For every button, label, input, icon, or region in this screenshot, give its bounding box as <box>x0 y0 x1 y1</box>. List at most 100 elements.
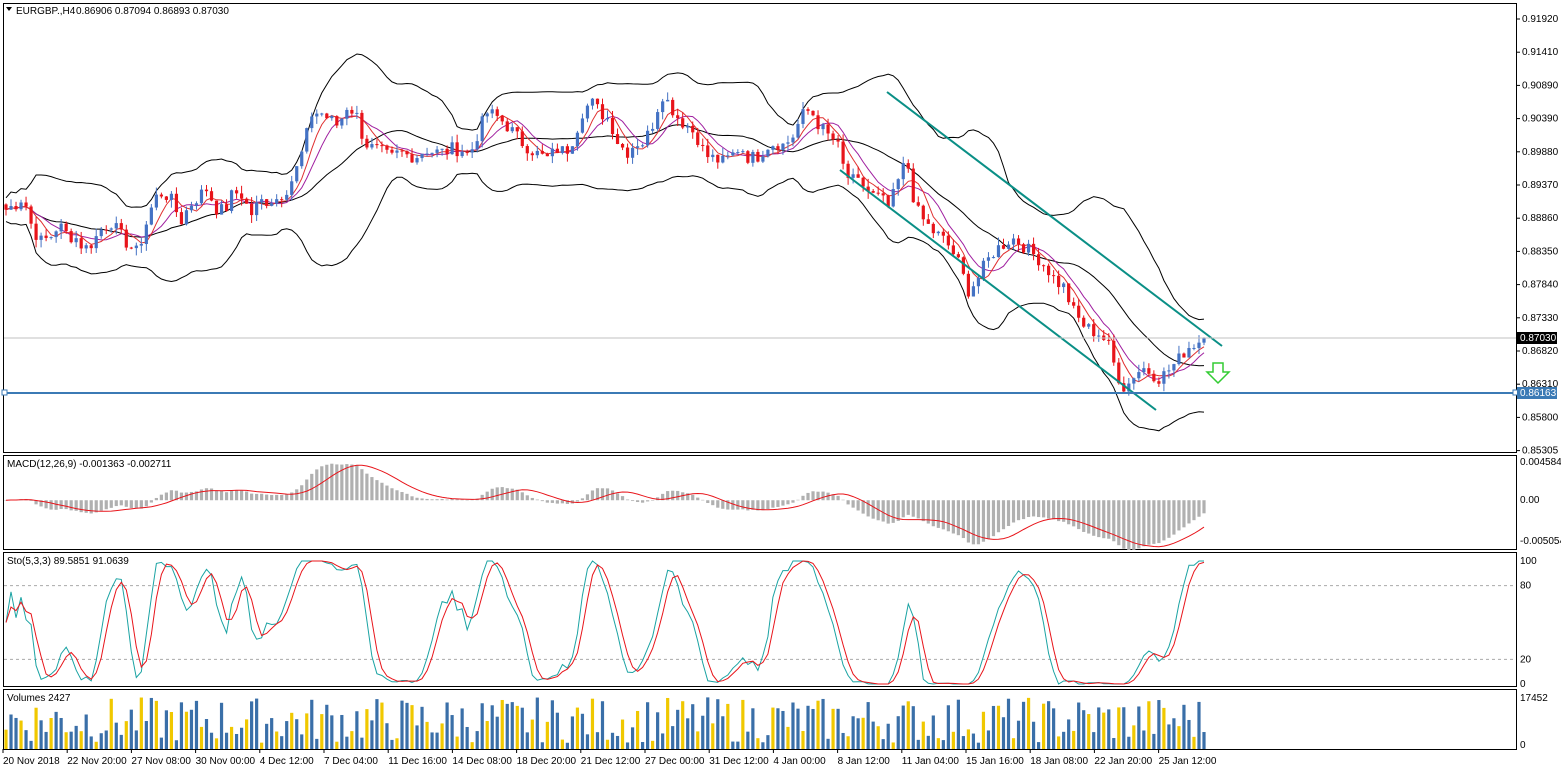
volume-bar <box>941 740 945 749</box>
candle-body <box>109 228 113 230</box>
time-tick-label: 15 Jan 16:00 <box>966 756 1024 767</box>
volume-bar <box>29 740 33 749</box>
volume-bar <box>801 730 805 749</box>
candle-body <box>535 150 539 156</box>
candle-body <box>1132 378 1136 384</box>
candle-body <box>139 244 143 246</box>
volume-bar <box>285 721 289 749</box>
macd-bar <box>39 500 43 507</box>
volume-bar <box>214 738 219 749</box>
macd-bar <box>1082 500 1086 532</box>
volume-bar <box>1142 730 1146 749</box>
candle-body <box>184 210 189 225</box>
support-line-handle-left[interactable] <box>1 389 8 396</box>
macd-bar <box>560 500 564 504</box>
volume-bar <box>500 699 504 749</box>
candle-body <box>946 235 950 246</box>
candle-body <box>1001 245 1006 249</box>
macd-bar <box>89 500 93 514</box>
volume-bar <box>986 730 991 749</box>
candle-body <box>916 202 920 206</box>
candle-body <box>876 192 880 194</box>
volume-bar <box>1026 697 1031 749</box>
moving-averages <box>5 108 1205 383</box>
candle-body <box>1021 244 1026 253</box>
price-panel[interactable] <box>3 3 1517 453</box>
macd-bar <box>661 493 665 501</box>
volume-bar <box>395 738 399 749</box>
dropdown-triangle-icon[interactable] <box>6 7 12 11</box>
descending-channel[interactable] <box>839 91 1223 411</box>
candle-body <box>1016 238 1021 245</box>
volume-bar <box>701 715 705 749</box>
candle-body <box>1122 383 1126 392</box>
price-tick-label: 0.86820 <box>1522 346 1559 357</box>
candle-body <box>671 99 675 116</box>
volume-bar <box>159 737 163 749</box>
volume-bar <box>1167 724 1171 749</box>
candle-body <box>239 193 244 199</box>
volume-bar <box>1137 706 1141 749</box>
volume-bar <box>495 716 499 749</box>
macd-panel[interactable] <box>3 455 1517 550</box>
time-tick-label: 14 Dec 08:00 <box>452 756 512 767</box>
candle-body <box>961 257 965 274</box>
candle-body <box>520 131 524 147</box>
macd-bar <box>234 490 239 501</box>
volume-bar <box>49 717 53 749</box>
macd-bar <box>991 500 996 537</box>
volume-bar <box>620 719 625 749</box>
volume-bar <box>104 730 108 749</box>
volume-bar <box>134 730 138 749</box>
candle-body <box>189 205 194 211</box>
volume-bar <box>194 700 199 749</box>
price-tick-label: 0.85800 <box>1522 412 1559 423</box>
candle-body <box>761 156 765 162</box>
volume-bar <box>265 723 269 749</box>
macd-bar <box>1077 500 1081 530</box>
macd-bar <box>1192 500 1196 521</box>
candle-body <box>741 151 745 153</box>
candle-body <box>936 231 940 234</box>
time-tick-label: 8 Jan 12:00 <box>838 756 891 767</box>
stochastic-k-line <box>5 560 1204 685</box>
volume-bar <box>791 702 795 749</box>
macd-bar <box>390 488 394 501</box>
volume-bar <box>204 719 209 749</box>
candle-body <box>686 125 690 128</box>
macd-bar <box>1167 500 1171 538</box>
macd-bar <box>595 488 600 501</box>
candle-body <box>450 142 454 155</box>
time-tick-label: 18 Jan 08:00 <box>1030 756 1088 767</box>
macd-bar <box>310 473 314 501</box>
macd-bar <box>245 491 249 501</box>
volume-bar <box>1132 725 1136 749</box>
candle-body <box>996 245 1001 258</box>
macd-bar <box>99 500 103 511</box>
macd-bar <box>154 497 158 501</box>
volume-bar <box>570 716 575 749</box>
macd-bar <box>896 500 900 521</box>
macd-bar <box>29 500 33 501</box>
candle-body <box>731 152 735 156</box>
macd-bar <box>891 500 895 523</box>
candle-body <box>585 105 590 119</box>
macd-bar <box>325 464 329 501</box>
macd-bar <box>455 499 459 501</box>
macd-bar <box>871 500 875 519</box>
volume-bar <box>435 732 439 749</box>
volume-bar <box>766 735 770 749</box>
time-tick-label: 18 Dec 20:00 <box>517 756 577 767</box>
candle-body <box>44 235 48 238</box>
volume-bar <box>24 730 28 749</box>
macd-bar <box>941 500 945 530</box>
macd-bar <box>1117 500 1121 546</box>
candle-body <box>816 115 820 130</box>
volume-bar <box>610 732 615 749</box>
macd-bar <box>400 492 404 501</box>
volume-bar <box>305 713 309 749</box>
macd-bar <box>139 500 143 509</box>
time-tick-label: 31 Dec 12:00 <box>709 756 769 767</box>
volume-bar <box>9 714 13 749</box>
